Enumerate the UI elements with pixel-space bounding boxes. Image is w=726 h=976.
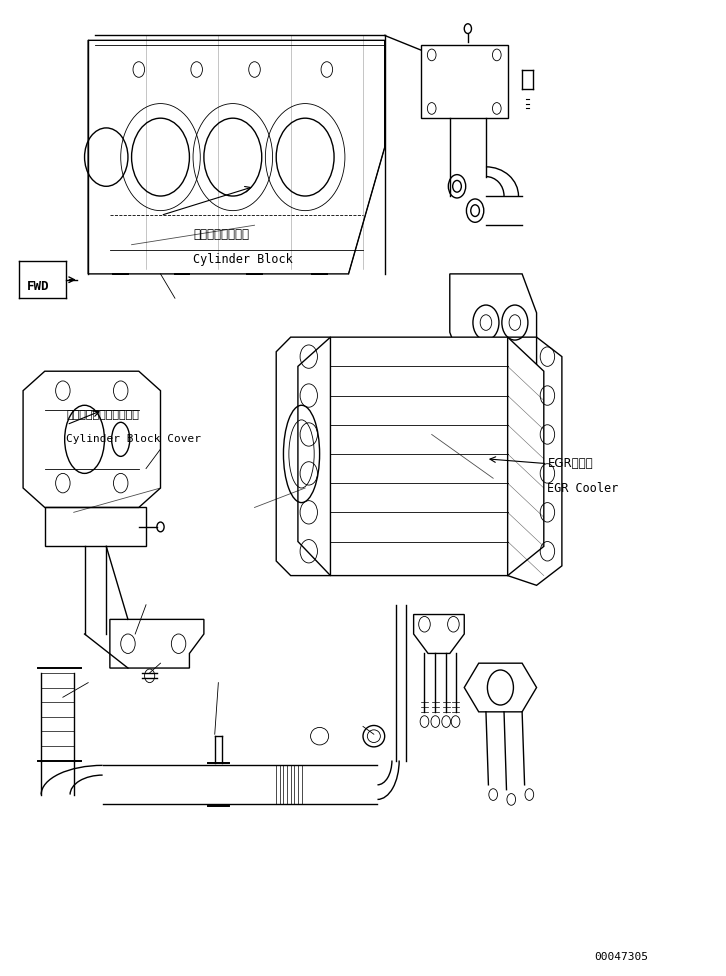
Text: EGRクーラ: EGRクーラ (547, 457, 593, 470)
Text: 00047305: 00047305 (595, 952, 648, 962)
Text: EGR Cooler: EGR Cooler (547, 481, 619, 495)
Text: Cylinder Block Cover: Cylinder Block Cover (67, 434, 202, 444)
Circle shape (453, 181, 461, 192)
Text: Cylinder Block: Cylinder Block (193, 253, 293, 265)
Polygon shape (298, 337, 544, 576)
Text: シリンダブロックカバー: シリンダブロックカバー (67, 410, 139, 420)
Text: FWD: FWD (27, 280, 49, 294)
Text: シリンダブロック: シリンダブロック (193, 228, 249, 241)
Circle shape (470, 205, 479, 217)
Polygon shape (23, 371, 160, 508)
